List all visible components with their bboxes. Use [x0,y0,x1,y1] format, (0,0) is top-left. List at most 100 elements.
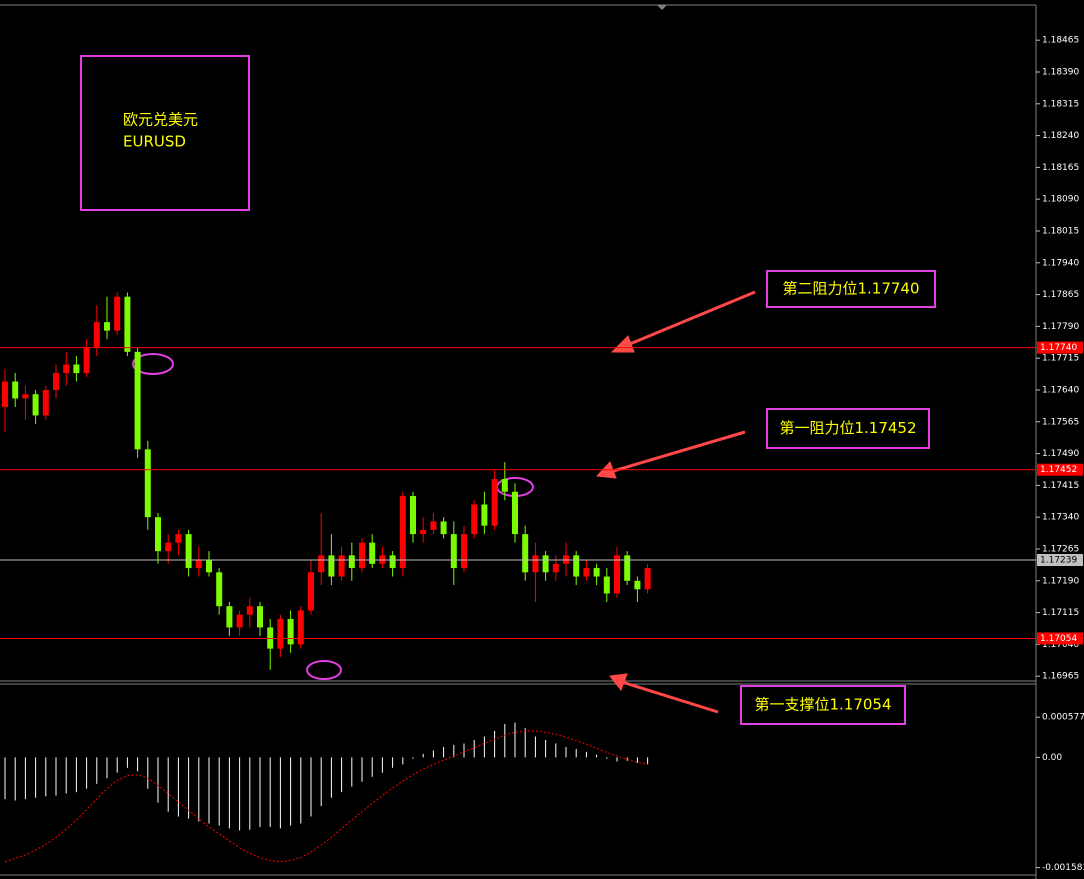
candle-body [348,555,355,569]
candle-body [2,381,8,407]
y-tick-label: 1.18390 [1042,67,1079,77]
candle-body [63,364,70,374]
title-box [80,55,250,211]
arrow [621,680,719,714]
candle-body [481,504,488,526]
y-tick-label: 1.16965 [1042,672,1079,682]
shift-marker [657,5,667,10]
candle-body [175,534,182,543]
candle-body [491,479,498,526]
candle-body [42,389,49,416]
arrow [609,430,746,474]
candle-body [93,322,100,348]
candle-body [359,542,365,569]
level-tag [1037,554,1083,567]
candle-body [501,479,508,492]
candle-body [124,296,131,352]
candle-body [369,542,376,564]
highlight [132,353,174,375]
level-tag [1037,632,1083,645]
candle-body [583,568,590,577]
candle-body [12,381,19,399]
annotation-box [766,408,930,449]
candle-body [53,373,59,390]
y-tick-label: 1.17190 [1042,576,1079,586]
candle-body [83,347,90,374]
y-tick-label: 1.17340 [1042,513,1079,523]
candle-body [277,618,284,649]
annotation: 第一阻力位1.17452 [779,419,916,437]
y-tick-label: 1.17565 [1042,417,1079,427]
y-tick-label: 1.17415 [1042,481,1079,491]
candle-body [389,555,396,569]
y-tick-label: 1.17790 [1042,322,1079,332]
y-tick-label: 0.000577 [1042,713,1084,723]
y-tick-label: 1.18090 [1042,195,1079,205]
candle-body [185,534,192,569]
candle-body [134,351,141,450]
level-label: 1.17054 [1040,634,1077,644]
y-tick-label: 1.18465 [1042,36,1079,46]
y-tick-label: 1.17490 [1042,449,1079,459]
y-tick-label: 1.18315 [1042,99,1079,109]
y-tick-label: 1.18015 [1042,226,1079,236]
candle-body [573,555,580,577]
y-tick-label: 1.18165 [1042,163,1079,173]
candle-body [430,521,437,530]
candle-body [318,555,325,573]
candle-body [257,606,263,628]
candle-body [206,559,212,573]
annotation: 第一支撑位1.17054 [754,696,891,714]
candle-body [542,555,549,573]
highlight [306,660,342,680]
y-tick-label: -0.001583 [1042,863,1084,873]
y-tick-label: 1.17865 [1042,290,1079,300]
candle-body [471,504,478,535]
candle-body [420,529,427,535]
candle-body [22,394,29,399]
candle-body [644,568,651,590]
candle-body [522,534,529,573]
annotation: 第二阻力位1.17740 [782,280,919,298]
candle-body [593,568,600,577]
candle-body [236,614,243,628]
candle-body [226,606,233,628]
candle-body [144,449,151,518]
chart-subtitle: EURUSD [123,133,186,151]
candle-body [73,364,80,374]
candle-body [399,495,406,569]
y-tick-label: 1.17940 [1042,258,1079,268]
annotation-box [766,270,936,308]
candle-body [450,534,457,569]
candle-body [552,563,559,573]
chart-title: 欧元兑美元 [123,111,198,129]
arrow [624,290,756,348]
candle-body [246,606,253,615]
annotation-box [740,685,906,725]
signal-line [4,730,648,863]
candle-body [297,610,304,645]
candle-body [165,542,172,552]
candle-body [614,555,620,594]
candle-body [512,491,518,535]
candle-body [328,555,335,577]
y-tick-label: 1.17715 [1042,354,1079,364]
level-tag [1037,463,1083,476]
y-tick-label: 1.18240 [1042,131,1079,141]
candle-body [440,521,447,535]
candle-body [32,394,39,416]
candle-body [287,618,294,645]
y-tick-label: 0.00 [1042,753,1062,763]
y-tick-label: 1.17040 [1042,640,1079,650]
candle-body [155,517,161,552]
level-label: 1.17239 [1040,556,1077,566]
candle-body [410,495,416,535]
candle-body [532,555,539,573]
level-tag [1037,341,1083,354]
candle-body [634,580,641,590]
y-tick-label: 1.17265 [1042,544,1079,554]
candle-body [195,559,202,569]
candle-body [308,572,314,611]
level-label: 1.17740 [1040,343,1077,353]
